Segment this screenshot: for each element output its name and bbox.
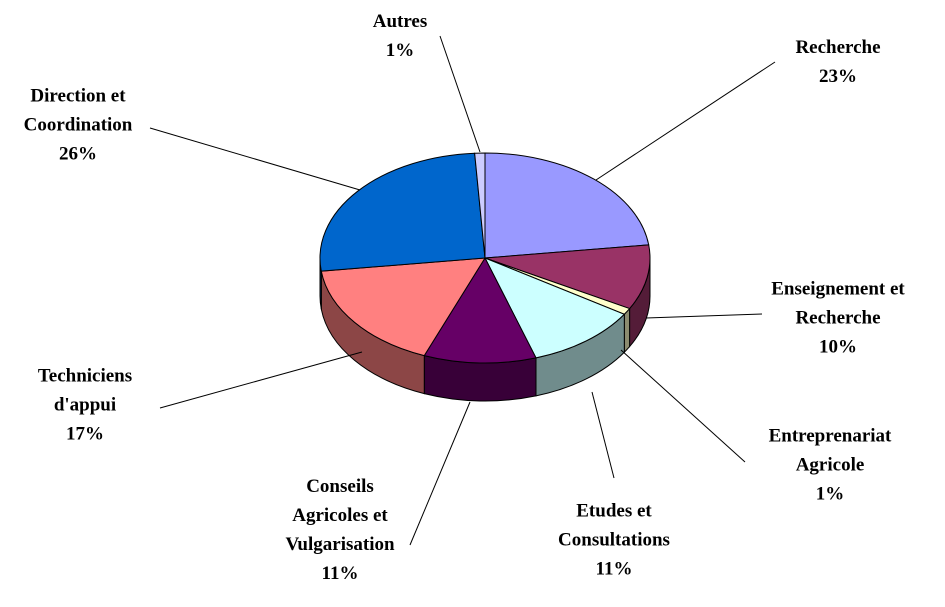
category-name: Techniciens d'appui (37, 365, 133, 416)
value-label: 1% (385, 40, 415, 61)
category-name: Enseignement et Recherche (771, 278, 905, 329)
value-label: 11% (595, 558, 633, 580)
leader-lines (149, 35, 776, 546)
category-name: Etudes et Consultations (558, 500, 670, 551)
slice-label: Conseils Agricoles et Vulgarisation 11% (278, 472, 403, 588)
slice (474, 152, 486, 259)
category-name: Autres (372, 11, 428, 32)
value-label: 17% (66, 423, 104, 445)
leader-line (595, 61, 776, 181)
slice (483, 257, 626, 359)
slice-label: Enseignement et Recherche 10% (756, 275, 921, 362)
slice-label: Autres 1% (340, 7, 460, 65)
slice-label: Techniciens d'appui 17% (28, 362, 143, 449)
value-label: 10% (819, 336, 857, 358)
slice (484, 244, 651, 310)
leader-line (439, 35, 481, 153)
value-label: 1% (815, 483, 845, 505)
slice (423, 256, 537, 364)
category-name: Conseils Agricoles et Vulgarisation (285, 476, 395, 555)
category-name: Direction et Coordination (23, 85, 133, 136)
leader-line (409, 401, 471, 546)
slice-label: Etudes et Consultations 11% (534, 497, 694, 584)
slice-label: Direction et Coordination 26% (6, 82, 151, 169)
slice-label: Recherche 23% (758, 33, 918, 91)
slice (484, 152, 650, 259)
leader-line (645, 313, 763, 319)
leader-line (159, 351, 363, 409)
category-name: Recherche (795, 37, 881, 58)
value-label: 23% (819, 66, 857, 87)
slice (320, 257, 486, 357)
value-label: 26% (59, 143, 97, 165)
slice (319, 152, 486, 272)
leader-line (149, 127, 361, 191)
slice-label: Entreprenariat Agricole 1% (745, 422, 915, 509)
leader-line (591, 391, 615, 479)
slice-side (623, 307, 631, 354)
pie-tops (319, 152, 651, 364)
value-label: 11% (321, 563, 359, 584)
category-name: Entreprenariat Agricole (768, 425, 892, 476)
leader-line (620, 349, 746, 463)
